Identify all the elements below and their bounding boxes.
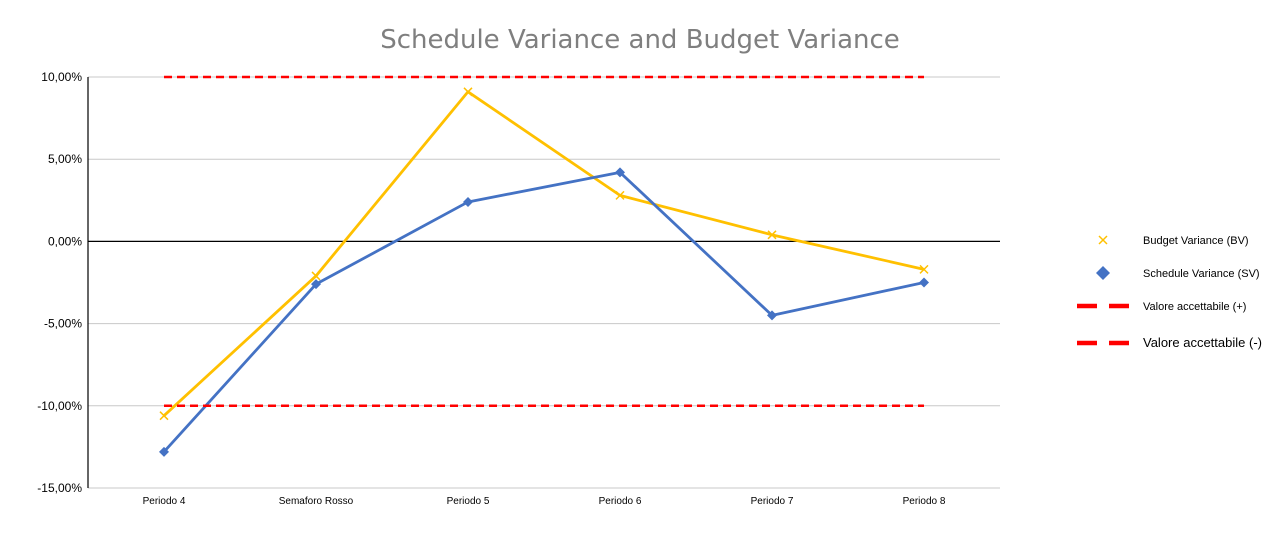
y-tick-label: -5,00% bbox=[44, 317, 82, 331]
data-point bbox=[767, 230, 777, 240]
y-axis-ticks: 10,00% 5,00% 0,00% -5,00% -10,00% -15,00% bbox=[37, 70, 82, 495]
y-tick-label: 0,00% bbox=[48, 234, 82, 248]
series-line bbox=[163, 90, 925, 417]
legend-item: Valore accettabile (+) bbox=[1077, 301, 1246, 313]
legend-label: Budget Variance (BV) bbox=[1143, 235, 1249, 247]
x-tick-label: Periodo 5 bbox=[447, 496, 490, 507]
legend-item: Budget Variance (BV) bbox=[1098, 235, 1249, 247]
data-point bbox=[311, 271, 321, 281]
y-tick-label: 5,00% bbox=[48, 152, 82, 166]
x-axis-ticks: Periodo 4 Semaforo Rosso Periodo 5 Periodo … bbox=[143, 496, 946, 507]
data-point bbox=[463, 196, 473, 207]
data-point bbox=[311, 279, 321, 290]
x-marker-stroke bbox=[919, 264, 929, 274]
x-tick-label: Periodo 6 bbox=[599, 496, 642, 507]
legend-label: Schedule Variance (SV) bbox=[1143, 268, 1260, 280]
x-marker-stroke bbox=[615, 190, 625, 200]
x-tick-label: Semaforo Rosso bbox=[279, 496, 354, 507]
y-tick-label: -15,00% bbox=[37, 481, 82, 495]
data-point bbox=[159, 446, 169, 457]
series-1 bbox=[159, 167, 929, 457]
series-0 bbox=[159, 87, 929, 421]
y-tick-label: -10,00% bbox=[37, 399, 82, 413]
legend-item: Schedule Variance (SV) bbox=[1096, 266, 1260, 280]
data-point bbox=[615, 190, 625, 200]
x-marker-stroke bbox=[1098, 235, 1108, 245]
series-layer bbox=[159, 75, 929, 457]
legend-swatch-diamond-icon bbox=[1096, 266, 1110, 280]
x-marker-stroke bbox=[767, 230, 777, 240]
legend-label: Valore accettabile (-) bbox=[1143, 335, 1262, 350]
data-point bbox=[159, 411, 169, 421]
data-point bbox=[919, 277, 929, 288]
x-marker-stroke bbox=[159, 411, 169, 421]
legend-swatch-x-icon bbox=[1098, 235, 1108, 245]
x-tick-label: Periodo 7 bbox=[751, 496, 794, 507]
legend-label: Valore accettabile (+) bbox=[1143, 301, 1246, 313]
gridlines bbox=[88, 76, 1000, 489]
x-marker-stroke bbox=[463, 87, 473, 97]
y-tick-label: 10,00% bbox=[41, 70, 82, 84]
legend-item: Valore accettabile (-) bbox=[1077, 335, 1262, 350]
x-tick-label: Periodo 8 bbox=[903, 496, 946, 507]
data-point bbox=[615, 167, 625, 178]
data-point bbox=[767, 310, 777, 321]
chart-title: Schedule Variance and Budget Variance bbox=[380, 25, 900, 55]
data-point bbox=[919, 264, 929, 274]
x-marker-stroke bbox=[311, 271, 321, 281]
series-line bbox=[162, 170, 925, 453]
legend: Budget Variance (BV) Schedule Variance (S… bbox=[1077, 235, 1262, 350]
data-point bbox=[463, 87, 473, 97]
x-tick-label: Periodo 4 bbox=[143, 496, 186, 507]
